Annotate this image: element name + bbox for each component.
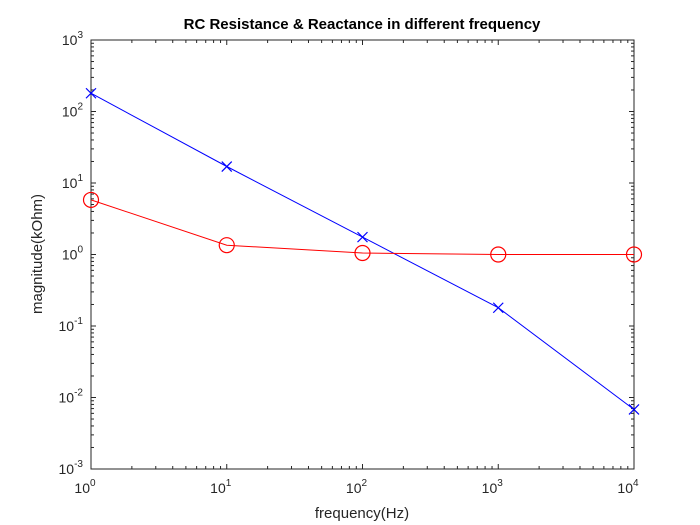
series-1-circle-marker [218, 237, 235, 254]
x-tick-label-base: 10 [482, 480, 498, 496]
y-axis-label: magnitude(kOhm) [29, 194, 46, 314]
x-tick-label: 104 [617, 478, 639, 496]
series-1-circle-marker [625, 246, 643, 263]
x-marker-stroke [85, 87, 97, 99]
series-0-x-marker [357, 231, 368, 243]
y-tick-label-exponent: -2 [74, 388, 83, 399]
x-tick-label-base: 10 [617, 480, 633, 496]
x-tick-label-exponent: 3 [497, 478, 503, 489]
x-tick-label: 102 [346, 478, 368, 496]
y-tick-label-base: 10 [62, 32, 78, 48]
y-tick-label-exponent: -1 [74, 316, 83, 327]
x-marker-stroke [628, 404, 640, 415]
x-marker-stroke [357, 231, 368, 243]
y-tick-label-exponent: -3 [74, 459, 83, 470]
series-0-x-marker [221, 161, 233, 172]
x-tick-label-exponent: 4 [633, 478, 639, 489]
y-tick-label-base: 10 [59, 390, 75, 406]
x-tick-label-exponent: 1 [226, 478, 232, 489]
y-tick-label: 101 [62, 173, 84, 191]
y-tick-label-exponent: 3 [77, 30, 83, 41]
y-tick-label-base: 10 [59, 461, 75, 477]
y-tick-label: 10-1 [59, 316, 84, 334]
y-tick-label-exponent: 2 [77, 102, 83, 113]
y-tick-label: 100 [62, 245, 84, 263]
x-tick-label: 103 [482, 478, 504, 496]
series-0-x-marker [492, 302, 504, 314]
y-tick-label-base: 10 [59, 318, 75, 334]
series-0-x-marker [85, 87, 97, 99]
chart-title: RC Resistance & Reactance in different f… [184, 16, 541, 33]
y-tick-label-base: 10 [62, 175, 78, 191]
series-1-circle-marker [354, 244, 371, 262]
x-tick-label-base: 10 [74, 480, 90, 496]
series-1-circle-marker [490, 246, 507, 263]
series-layer [82, 87, 643, 415]
series-1-line [90, 199, 634, 255]
x-axis-label: frequency(Hz) [315, 505, 409, 522]
x-marker-stroke [221, 161, 233, 172]
x-tick-label-exponent: 0 [90, 478, 96, 489]
y-tick-label-exponent: 0 [77, 245, 83, 256]
x-tick-label: 101 [210, 478, 232, 496]
x-marker-stroke [492, 302, 504, 314]
y-tick-label: 10-2 [59, 388, 84, 406]
y-tick-label: 103 [62, 30, 84, 48]
x-tick-label-base: 10 [210, 480, 226, 496]
y-tick-label: 102 [62, 102, 84, 120]
x-tick-label-base: 10 [346, 480, 362, 496]
x-tick-label: 100 [74, 478, 96, 496]
y-tick-label-base: 10 [62, 104, 78, 120]
series-0-x-marker [628, 404, 640, 415]
series-1-circle-marker [82, 191, 100, 209]
y-tick-label-exponent: 1 [77, 173, 83, 184]
x-tick-label-exponent: 2 [362, 478, 368, 489]
y-tick-label: 10-3 [59, 459, 84, 477]
y-tick-label-base: 10 [62, 247, 78, 263]
